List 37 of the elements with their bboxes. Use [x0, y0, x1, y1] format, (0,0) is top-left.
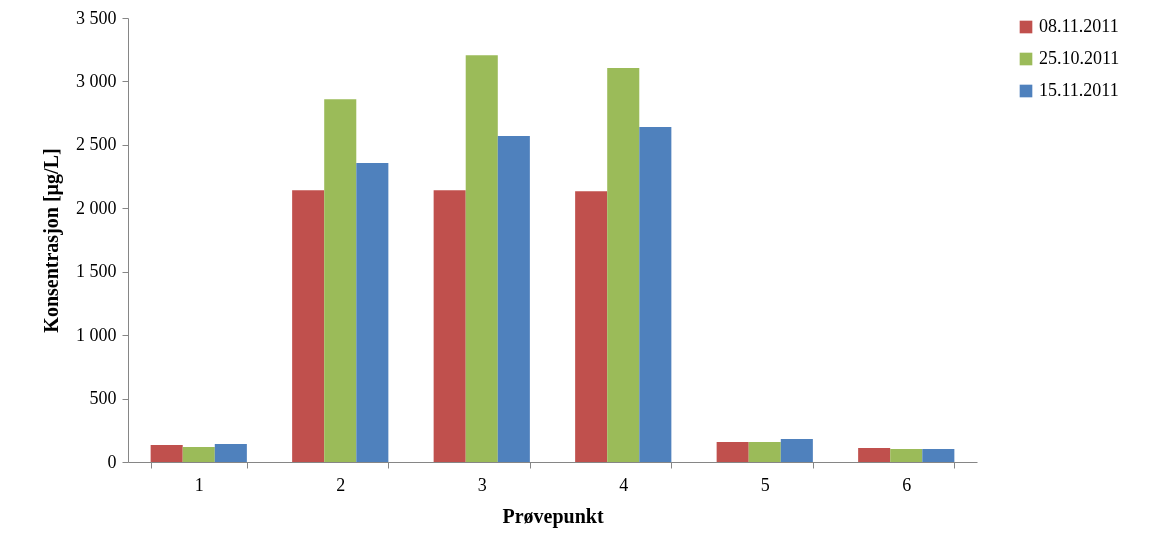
bar — [890, 449, 923, 462]
y-tick-label: 0 — [107, 451, 117, 472]
legend-label: 08.11.2011 — [1039, 16, 1119, 36]
y-tick-label: 2 000 — [76, 197, 117, 218]
x-tick-label: 2 — [336, 474, 346, 495]
x-tick-label: 5 — [760, 474, 770, 495]
bar — [575, 191, 608, 462]
bar — [182, 447, 215, 462]
bar — [639, 127, 672, 462]
y-tick-label: 500 — [89, 388, 117, 409]
bar — [433, 190, 466, 462]
legend-label: 25.10.2011 — [1039, 48, 1120, 68]
y-tick-label: 3 500 — [76, 7, 117, 28]
bar — [497, 136, 530, 462]
legend-label: 15.11.2011 — [1039, 80, 1119, 100]
y-tick-label: 2 500 — [76, 134, 117, 155]
x-tick-label: 6 — [902, 474, 912, 495]
x-tick-label: 1 — [194, 474, 204, 495]
y-tick-label: 3 000 — [76, 70, 117, 91]
y-axis-title: Konsentrasjon [µg/L] — [40, 148, 63, 333]
bar — [465, 55, 498, 462]
y-tick-label: 1 500 — [76, 261, 117, 282]
bar — [748, 441, 781, 462]
bar — [150, 445, 183, 462]
bar — [607, 68, 640, 462]
bar — [716, 441, 749, 462]
x-axis-title: Prøvepunkt — [502, 504, 604, 528]
bar — [858, 448, 891, 462]
y-tick-label: 1 000 — [76, 324, 117, 345]
x-tick-label: 3 — [477, 474, 487, 495]
bar — [356, 163, 389, 462]
bar — [780, 439, 813, 462]
bar — [292, 190, 325, 462]
bar — [922, 449, 955, 462]
bar — [214, 443, 247, 462]
bar — [324, 99, 357, 462]
x-tick-label: 4 — [619, 474, 629, 495]
